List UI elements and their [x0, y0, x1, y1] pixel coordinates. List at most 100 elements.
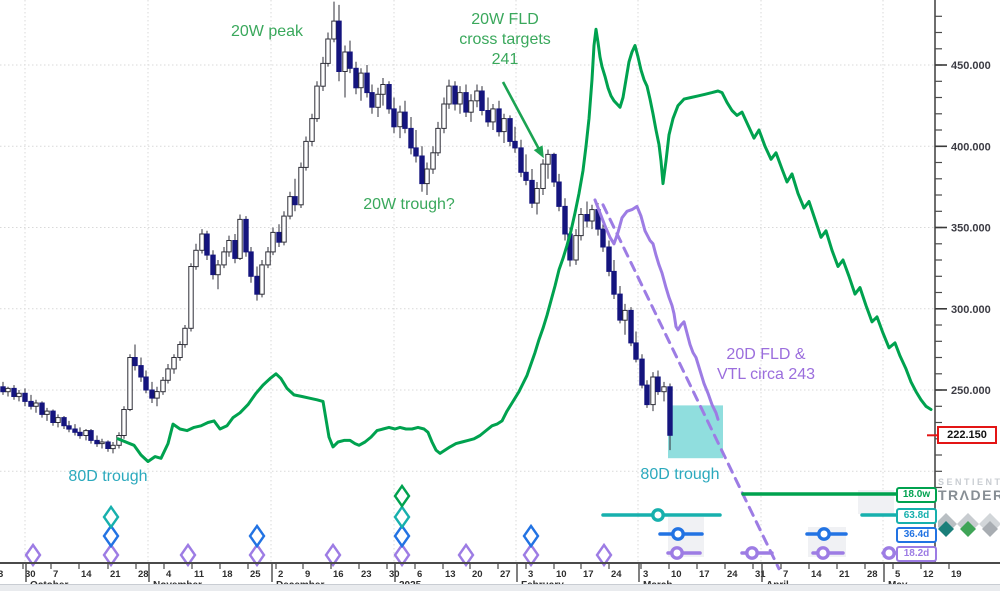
candle: [66, 420, 72, 433]
20d-fld-line[interactable]: [593, 198, 720, 421]
candle-body: [28, 400, 34, 407]
candle-body: [254, 275, 260, 295]
date-tick-label: 3: [528, 569, 533, 580]
cycle-legend-18-0w[interactable]: 18.0w: [896, 487, 937, 503]
candle: [661, 381, 667, 402]
cycle-circle-18.2d[interactable]: [745, 546, 759, 560]
candle-body: [215, 264, 221, 276]
candle-body: [132, 357, 138, 367]
candle: [644, 380, 650, 408]
cycle-circle-36.4d[interactable]: [671, 527, 685, 541]
candle-body: [639, 358, 645, 386]
candle-body: [221, 251, 227, 266]
candle-body: [320, 62, 326, 87]
cycle-circle-18.2d[interactable]: [882, 546, 896, 560]
annotation-80d-trough-left[interactable]: 80D trough: [68, 467, 147, 487]
candle-body: [55, 417, 61, 424]
annotation-80d-trough-right[interactable]: 80D trough: [640, 465, 719, 485]
date-tick-label: 3: [643, 569, 648, 580]
candle-body: [16, 392, 22, 398]
candle-body: [204, 233, 210, 256]
candle-body: [501, 118, 507, 133]
candle: [248, 247, 254, 283]
cycle-circle-36.4d[interactable]: [817, 527, 831, 541]
trough-diamond-18.2d[interactable]: [324, 542, 342, 568]
candle-body: [154, 391, 160, 399]
date-tick-label: 9: [305, 569, 310, 580]
candle: [177, 341, 183, 361]
trough-diamond-18.2d[interactable]: [102, 542, 120, 568]
candle: [165, 364, 171, 384]
candle: [11, 385, 17, 400]
trough-diamond-18.2d[interactable]: [393, 542, 411, 568]
candle: [44, 407, 50, 421]
trough-diamond-18.2d[interactable]: [248, 542, 266, 568]
candle: [402, 100, 408, 134]
trough-diamond-18.2d[interactable]: [457, 542, 475, 568]
candle-body: [5, 387, 11, 393]
candle: [182, 325, 188, 348]
cycle-legend-18-2d[interactable]: 18.2d: [896, 546, 937, 562]
candle: [254, 266, 260, 301]
candle-body: [562, 205, 568, 235]
candle-body: [259, 264, 265, 295]
candle-body: [600, 228, 606, 248]
candle: [369, 84, 375, 114]
date-tick-label: 24: [611, 569, 622, 580]
candle-body: [584, 214, 590, 222]
candle-body: [413, 147, 419, 157]
date-tick-label: 19: [951, 569, 962, 580]
candle: [589, 204, 595, 230]
trough-diamond-18.2d[interactable]: [24, 542, 42, 568]
annotation-20w-fld-cross[interactable]: 20W FLD cross targets 241: [459, 10, 551, 70]
candle-body: [540, 163, 546, 190]
candle: [94, 435, 100, 447]
trough-diamond-36.4d[interactable]: [248, 523, 266, 549]
cycle-circle-63.8d[interactable]: [651, 508, 665, 522]
candle: [380, 78, 386, 106]
candle: [485, 97, 491, 127]
candle: [331, 1, 337, 43]
candle: [512, 126, 518, 153]
20d-vtl-line[interactable]: [601, 203, 781, 571]
candle-body: [661, 386, 667, 393]
date-tick-label: 14: [81, 569, 92, 580]
cycle-legend-36-4d[interactable]: 36.4d: [896, 527, 937, 543]
candle: [110, 442, 116, 454]
trough-diamond-18.2d[interactable]: [522, 542, 540, 568]
trough-diamond-18.2d[interactable]: [595, 542, 613, 568]
candle-body: [545, 153, 551, 165]
candle: [243, 216, 249, 257]
candle-body: [650, 376, 656, 406]
annotation-20d-fld-vtl[interactable]: 20D FLD & VTL circa 243: [717, 345, 815, 385]
candle: [28, 394, 34, 410]
candle: [22, 388, 28, 407]
trough-diamond-63.8d[interactable]: [393, 504, 411, 530]
highlight-box[interactable]: [668, 405, 723, 459]
horizontal-scrollbar[interactable]: [0, 584, 1000, 591]
candle-body: [243, 218, 249, 253]
candle-body: [171, 357, 177, 370]
20w-fld-line[interactable]: [116, 27, 933, 463]
cycle-circle-18.2d[interactable]: [816, 546, 830, 560]
candle-body: [149, 389, 155, 399]
candle-body: [248, 251, 254, 277]
annotation-20w-trough[interactable]: 20W trough?: [363, 195, 455, 215]
trough-diamond-18.0w[interactable]: [393, 483, 411, 509]
candle-body: [143, 376, 149, 391]
trough-diamond-36.4d[interactable]: [393, 523, 411, 549]
cycle-legend-63-8d[interactable]: 63.8d: [896, 508, 937, 524]
annotation-20w-peak[interactable]: 20W peak: [231, 22, 303, 42]
cycle-circle-18.2d[interactable]: [670, 546, 684, 560]
candle: [655, 370, 661, 395]
trough-diamond-36.4d[interactable]: [102, 523, 120, 549]
trough-diamond-18.2d[interactable]: [179, 542, 197, 568]
candle: [529, 169, 535, 208]
candle: [325, 32, 331, 67]
logo-mark-icon: [935, 513, 1000, 537]
trough-diamond-36.4d[interactable]: [522, 523, 540, 549]
candle-body: [419, 155, 425, 185]
trough-diamond-63.8d[interactable]: [102, 504, 120, 530]
price-axis-label: 350.000: [951, 223, 991, 235]
